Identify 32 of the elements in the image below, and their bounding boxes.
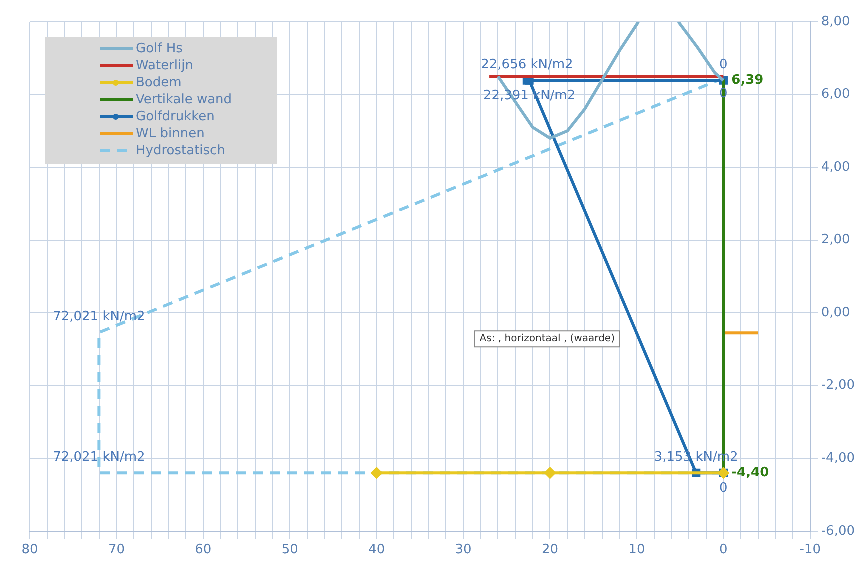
x-tick-label: 20 bbox=[542, 542, 559, 558]
legend-label: Golfdrukken bbox=[136, 109, 215, 124]
annotation: 22,656 kN/m2 bbox=[481, 57, 574, 72]
legend-label: WL binnen bbox=[136, 126, 205, 142]
legend-label: Vertikale wand bbox=[136, 92, 232, 108]
legend-label: Waterlijn bbox=[136, 58, 194, 74]
x-tick-label: 60 bbox=[195, 542, 212, 558]
data-label: -4,40 bbox=[732, 466, 770, 481]
y-tick-label: 2,00 bbox=[821, 232, 850, 248]
x-tick-label: 10 bbox=[628, 542, 646, 558]
x-tick-label: 0 bbox=[720, 542, 728, 558]
x-tick-label: 40 bbox=[368, 542, 386, 558]
x-tick-label: -10 bbox=[800, 542, 821, 558]
data-label: 6,39 bbox=[732, 72, 764, 88]
x-tick-label: 50 bbox=[282, 542, 298, 558]
y-tick-label: 8,00 bbox=[821, 14, 850, 30]
annotation: 0 bbox=[720, 481, 728, 496]
legend-label: Bodem bbox=[136, 75, 182, 90]
legend-label: Hydrostatisch bbox=[136, 143, 226, 158]
annotation: 0 bbox=[720, 57, 728, 72]
y-tick-label: 4,00 bbox=[821, 160, 850, 175]
y-tick-label: -4,00 bbox=[821, 451, 856, 466]
y-tick-label: 0,00 bbox=[821, 305, 850, 320]
x-tick-label: 80 bbox=[22, 542, 38, 558]
x-tick-label: 70 bbox=[108, 542, 125, 558]
y-tick-label: 6,00 bbox=[821, 87, 850, 102]
annotation: As: , horizontaal , (waarde) bbox=[480, 334, 616, 345]
y-tick-label: -2,00 bbox=[821, 378, 856, 394]
annotation: 72,021 kN/m2 bbox=[53, 450, 146, 466]
y-tick-label: -6,00 bbox=[821, 524, 856, 539]
legend-label: Golf Hs bbox=[136, 41, 184, 56]
x-tick-label: 30 bbox=[455, 542, 472, 558]
